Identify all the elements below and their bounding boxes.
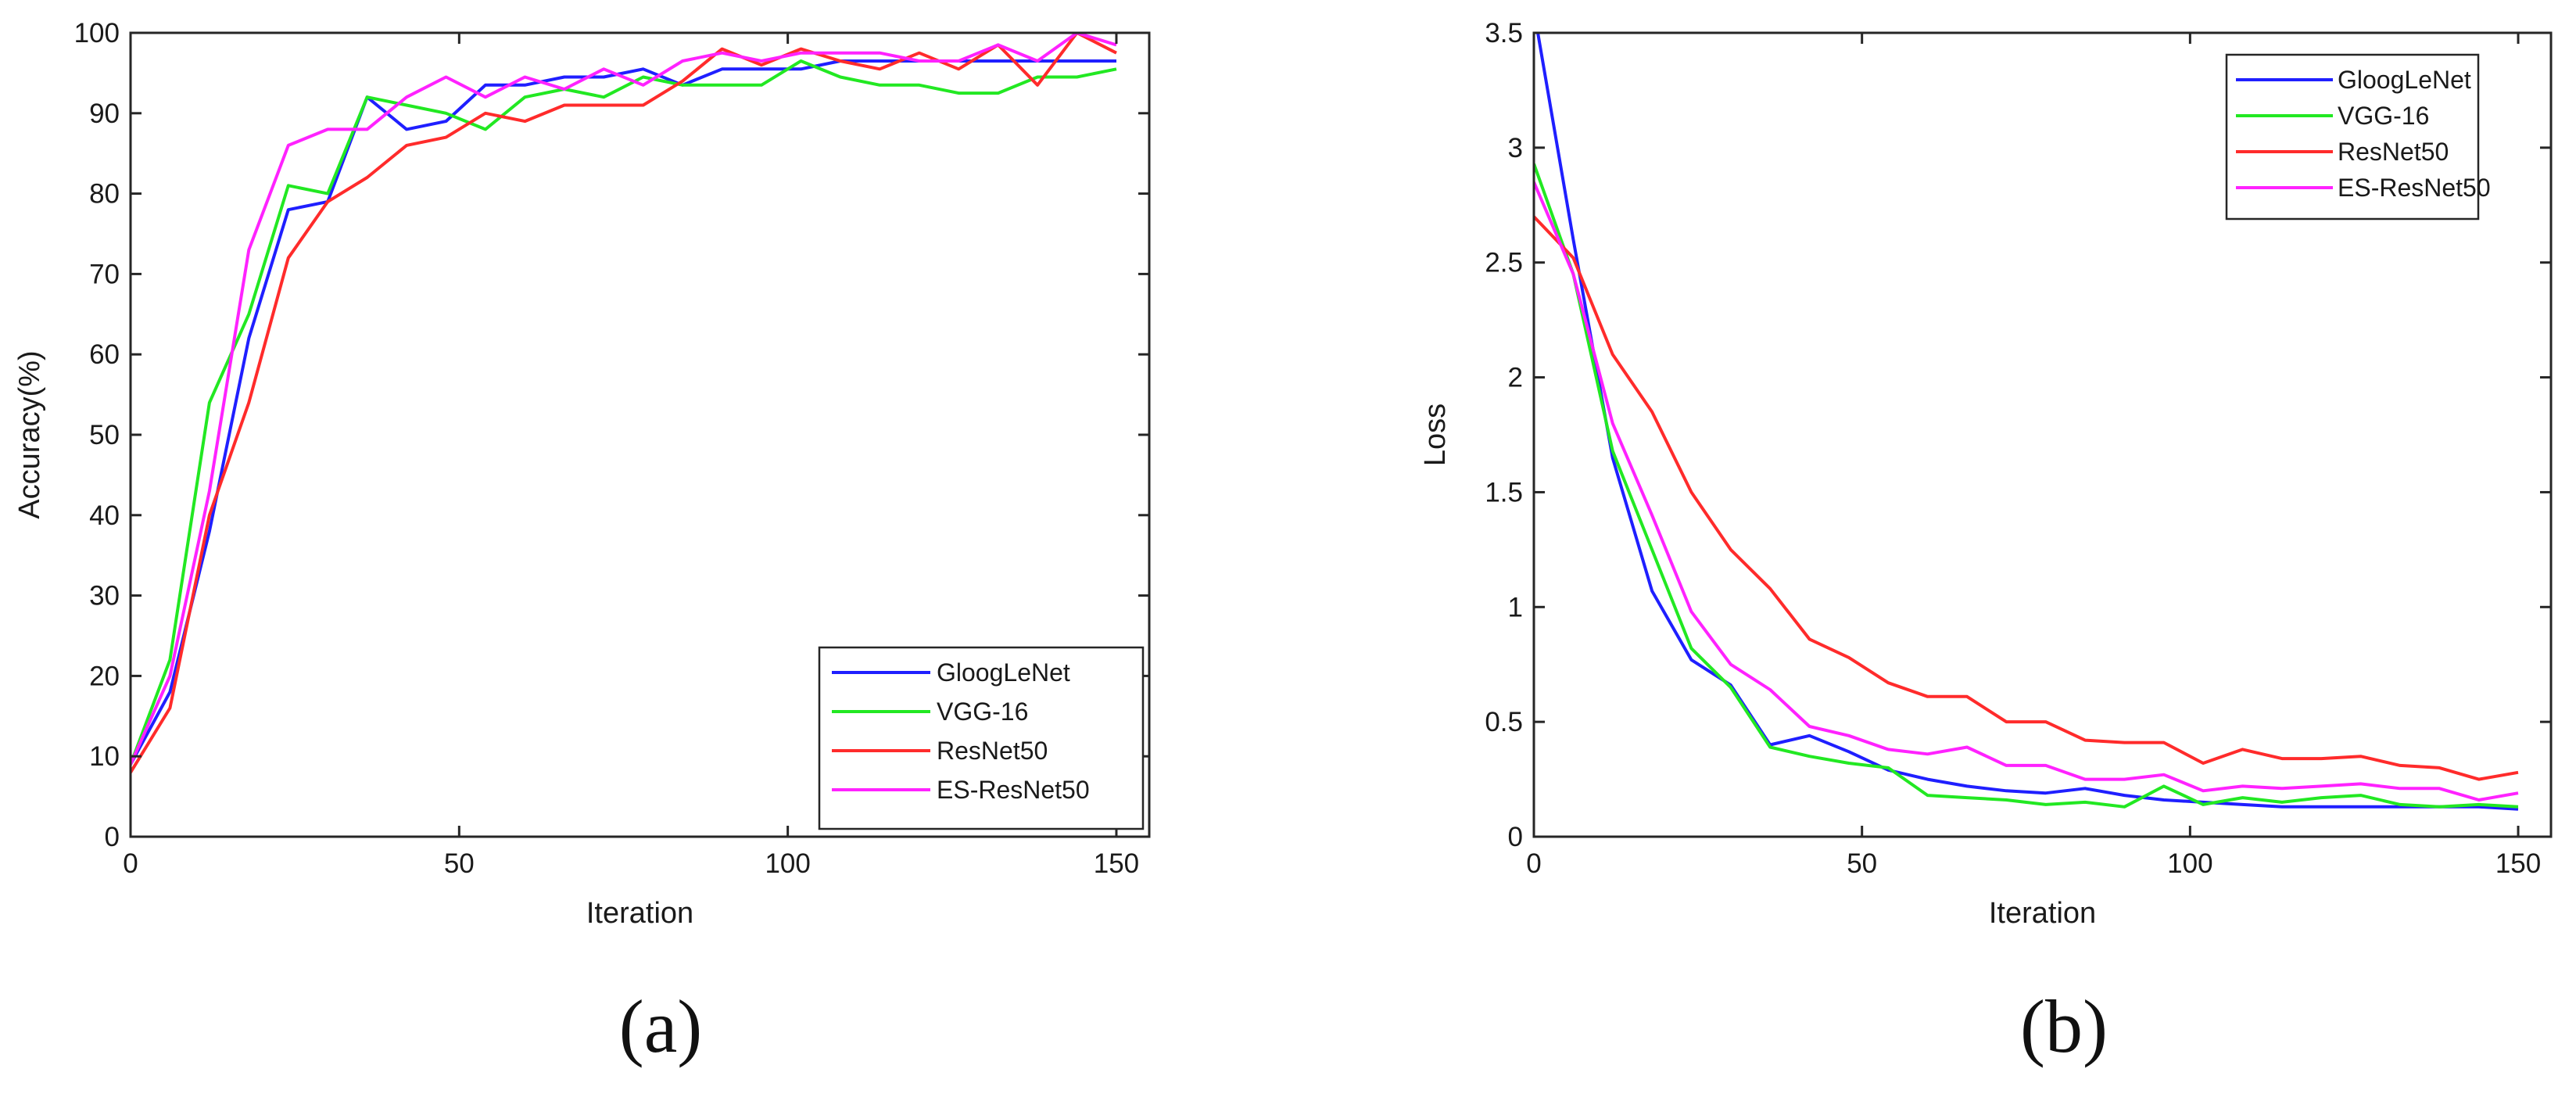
legend-label-glooglenet: GloogLeNet: [937, 658, 1070, 687]
figure-caption: (a): [619, 984, 703, 1068]
legend-label-resnet50: ResNet50: [2338, 138, 2449, 166]
y-tick-label: 1.5: [1485, 477, 1523, 507]
y-tick-label: 100: [74, 18, 120, 48]
y-tick-label: 70: [89, 259, 120, 289]
x-tick-label: 50: [1847, 848, 1877, 879]
axes-box: [1532, 31, 2553, 838]
y-tick-label: 0.5: [1485, 707, 1523, 737]
legend-label-glooglenet: GloogLeNet: [2338, 66, 2471, 94]
y-tick-label: 60: [89, 339, 120, 370]
y-tick-label: 90: [89, 99, 120, 129]
y-tick-label: 3.5: [1485, 18, 1523, 48]
x-axis-label: Iteration: [1989, 897, 2096, 930]
y-tick-label: 80: [89, 179, 120, 210]
y-tick-label: 1: [1508, 592, 1523, 622]
y-tick-label: 2: [1508, 363, 1523, 393]
legend-label-es-resnet50: ES-ResNet50: [937, 776, 1090, 804]
series-line-resnet50: [1534, 215, 2519, 781]
y-tick-label: 0: [105, 822, 120, 852]
legend-box: [2225, 53, 2480, 221]
y-tick-label: 40: [89, 500, 120, 531]
x-tick-label: 150: [1094, 848, 1139, 879]
series-group: [1534, 33, 2519, 811]
legend-box: [818, 646, 1145, 830]
x-tick-label: 50: [444, 848, 475, 879]
y-tick-label: 10: [89, 741, 120, 772]
x-tick-label: 0: [123, 848, 138, 879]
chart-panel-b: 0 50 100 150 0 0.5 1 1.5 2 2.5 3 3.5 Iteration Loss Gl…: [1419, 18, 2553, 1068]
x-tick-label: 100: [765, 848, 810, 879]
series-line-es-resnet50: [1534, 181, 2519, 802]
series-line-vgg-16: [1534, 163, 2519, 809]
legend-label-vgg-16: VGG-16: [937, 698, 1028, 726]
y-tick-label: 0: [1508, 822, 1523, 852]
series-line-glooglenet: [1536, 33, 2519, 811]
legend: GloogLeNet VGG-16 ResNet50 ES-ResNet50: [818, 646, 1145, 830]
x-axis-label: Iteration: [586, 897, 693, 930]
series-line-vgg-16: [131, 59, 1117, 766]
y-tick-label: 30: [89, 581, 120, 611]
x-tick-label: 150: [2495, 848, 2541, 879]
y-tick-label: 3: [1508, 133, 1523, 163]
y-axis-label: Accuracy(%): [13, 350, 46, 518]
legend: GloogLeNet VGG-16 ResNet50 ES-ResNet50: [2225, 53, 2491, 221]
x-tick-label: 0: [1526, 848, 1541, 879]
y-tick-label: 2.5: [1485, 248, 1523, 278]
series-group: [131, 33, 1117, 773]
figure-caption: (b): [2020, 984, 2108, 1068]
legend-label-es-resnet50: ES-ResNet50: [2338, 174, 2491, 202]
y-tick-label: 20: [89, 661, 120, 691]
x-tick-label: 100: [2167, 848, 2212, 879]
chart-panel-a: 0 50 100 150 0 10 20 30 40 50 60 70 80 90 100 Iteration…: [13, 18, 1151, 1068]
series-line-es-resnet50: [131, 33, 1117, 766]
legend-label-resnet50: ResNet50: [937, 737, 1048, 765]
y-tick-label: 50: [89, 420, 120, 450]
legend-label-vgg-16: VGG-16: [2338, 102, 2429, 130]
series-line-resnet50: [131, 33, 1117, 773]
y-axis-label: Loss: [1419, 403, 1452, 466]
